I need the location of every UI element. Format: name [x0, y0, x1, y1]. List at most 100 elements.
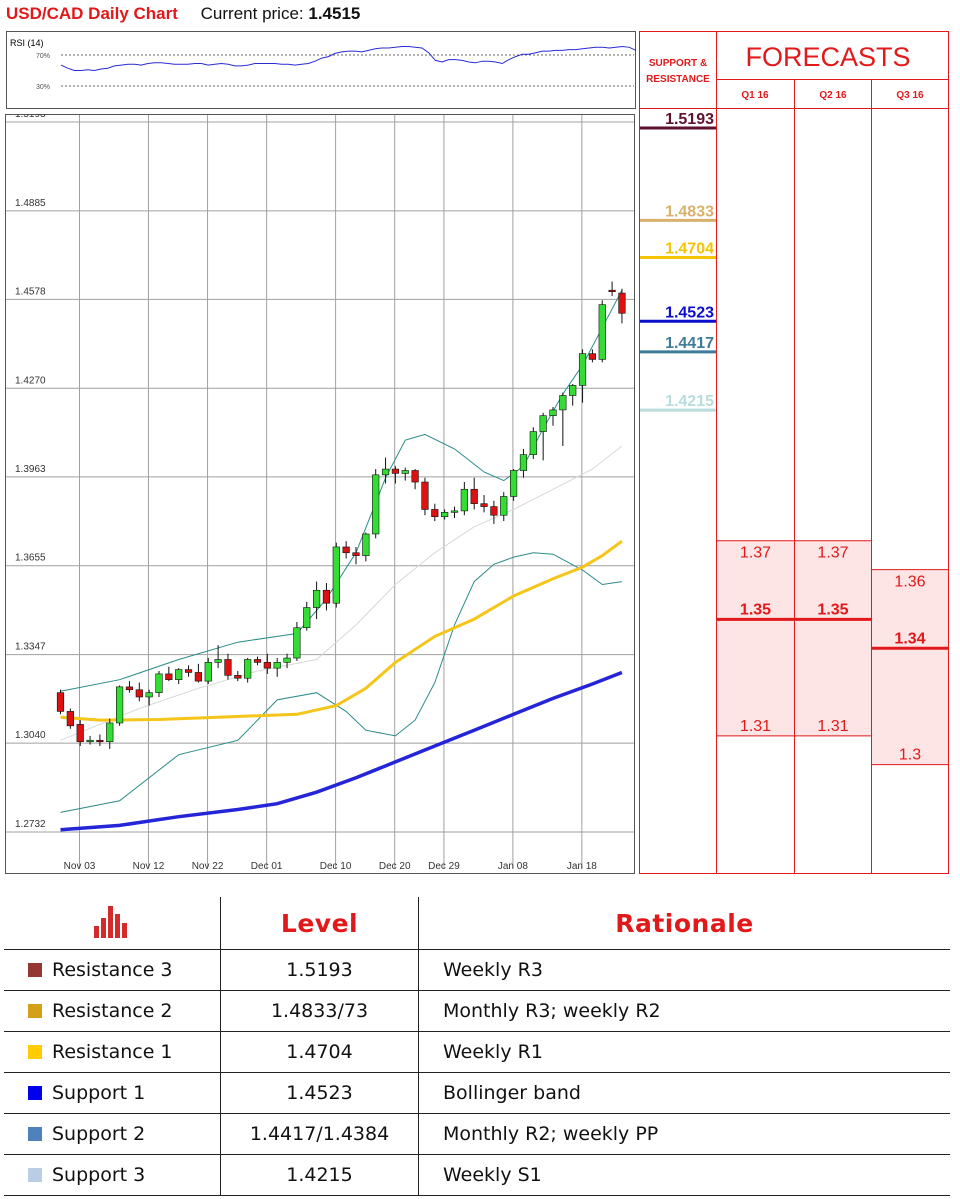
candle [578, 349, 587, 403]
candle-body-up [145, 692, 153, 698]
level-name-cell: Resistance 2 [4, 990, 221, 1032]
sr-header-line1: SUPPORT & [649, 58, 707, 69]
level-row: Support 2 1.4417/1.4384 Monthly R2; weekly… [4, 1113, 950, 1155]
candle [490, 500, 498, 524]
candle [96, 734, 104, 747]
sr-level: 1.4704 [640, 241, 716, 260]
candle-body-up [332, 546, 340, 604]
candle-body-up [116, 686, 124, 724]
candle-body-down [56, 692, 65, 712]
y-tick-label: 1.4270 [15, 375, 46, 386]
candle-body-up [569, 385, 577, 396]
rationale-header: Rationale [615, 908, 754, 938]
candle [214, 645, 222, 669]
candle-body-up [273, 662, 281, 669]
level-name-cell: Support 2 [4, 1113, 221, 1155]
candle [362, 532, 370, 562]
level-name: Support 3 [52, 1164, 146, 1186]
candle [165, 666, 173, 682]
y-tick-label: 1.2732 [15, 819, 46, 830]
candle-body-up [293, 627, 301, 659]
candle [431, 503, 439, 521]
candle [608, 281, 616, 296]
bar-chart-icon [94, 905, 127, 938]
series-ma-blue [60, 670, 623, 832]
candle-body-up [175, 669, 183, 680]
y-tick-label: 1.4885 [15, 198, 46, 209]
candle-body-up [362, 533, 370, 556]
y-tick-label: 1.3347 [15, 642, 46, 653]
chart-header: USD/CAD Daily Chart Current price: 1.451… [6, 4, 360, 28]
candle-body-up [204, 662, 212, 682]
level-rationale: Weekly R1 [418, 1031, 950, 1073]
candle [283, 653, 291, 669]
sr-level: 1.4523 [640, 304, 716, 323]
candle-body-up [244, 659, 252, 679]
level-value: 1.4704 [220, 1031, 419, 1073]
candle-body-up [450, 510, 459, 513]
level-name-cell: Resistance 3 [4, 949, 221, 991]
quarter-label-q3: Q3 16 [896, 90, 924, 101]
candle [470, 477, 478, 510]
sr-level-value: 1.5193 [665, 111, 714, 128]
candle [145, 689, 153, 706]
level-name-cell: Support 1 [4, 1072, 221, 1114]
x-tick-label: Nov 22 [192, 861, 224, 872]
candle [539, 412, 547, 461]
candle [332, 542, 340, 608]
forecast-range [795, 540, 871, 736]
level-name: Support 1 [52, 1082, 146, 1104]
levels-table: Level Rationale Resistance 3 1.5193 Weekly… [4, 897, 950, 1196]
x-tick-label: Jan 18 [567, 861, 597, 872]
candle-body-down [125, 686, 134, 691]
y-tick-label: 1.4578 [15, 286, 46, 297]
series-ma-light [60, 445, 623, 741]
series-bb-lower [60, 552, 622, 813]
forecast-frame [639, 31, 949, 874]
y-tick-label: 1.3040 [15, 730, 46, 741]
candle [244, 658, 252, 683]
chart-title: USD/CAD Daily Chart [6, 4, 178, 23]
candle-body-down [322, 589, 331, 604]
level-row: Resistance 3 1.5193 Weekly R3 [4, 949, 950, 991]
forecast-low-value: 1.31 [740, 718, 771, 735]
candle [401, 467, 409, 481]
x-tick-label: Nov 12 [133, 861, 165, 872]
candle-body-down [470, 488, 478, 504]
sr-level-value: 1.4215 [665, 393, 714, 410]
candle [372, 469, 380, 539]
series-ma-yellow [60, 539, 623, 722]
level-row: Resistance 1 1.4704 Weekly R1 [4, 1031, 950, 1073]
level-color-swatch [28, 1168, 42, 1182]
level-name: Resistance 2 [52, 1000, 173, 1022]
candle-body-up [86, 739, 94, 743]
candle [441, 509, 449, 520]
candle-body-down [234, 675, 242, 679]
candle [559, 392, 567, 446]
candle [224, 653, 232, 680]
sr-level-value: 1.4417 [665, 335, 714, 352]
candle-body-up [598, 304, 606, 360]
candle-body-down [352, 552, 360, 556]
candle-body-down [618, 292, 626, 314]
candle-body-up [441, 512, 449, 517]
candle-body-up [312, 589, 321, 608]
candle [66, 708, 74, 729]
candle-body-up [509, 470, 518, 497]
candle [569, 383, 577, 406]
x-tick-label: Nov 03 [64, 861, 96, 872]
rsi-frame [6, 31, 636, 109]
quarter-label-q2: Q2 16 [819, 90, 847, 101]
candle [588, 349, 596, 363]
level-color-swatch [28, 1086, 42, 1100]
forecast-high-value: 1.37 [740, 545, 771, 562]
y-tick-label: 1.3655 [15, 553, 46, 564]
level-header: Level [280, 908, 359, 938]
candle [86, 735, 94, 745]
candle [155, 671, 163, 697]
candle [125, 681, 134, 693]
candle [194, 663, 203, 683]
candle [618, 288, 626, 324]
candle-body-up [559, 395, 567, 411]
sr-level-value: 1.4523 [665, 304, 714, 321]
